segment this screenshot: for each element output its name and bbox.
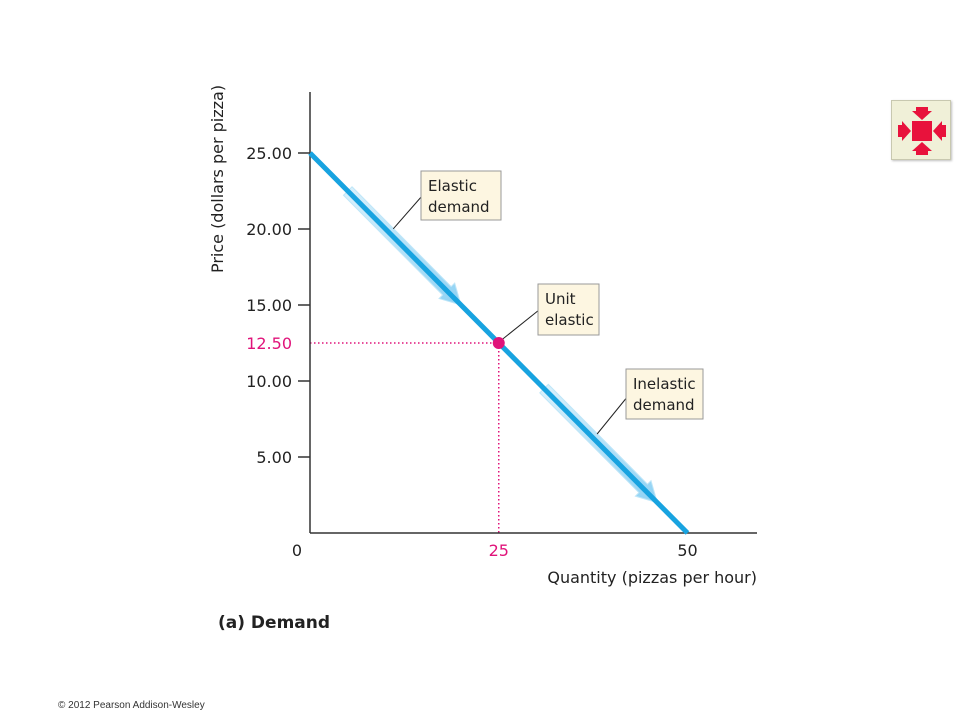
callout-text: demand — [428, 198, 490, 216]
x-tick-label: 50 — [677, 541, 697, 560]
x-tick-label: 25 — [489, 541, 509, 560]
icon-arrow — [898, 121, 911, 141]
callout-text: elastic — [545, 311, 594, 329]
icon-arrow-shape — [912, 107, 932, 120]
copyright-text: © 2012 Pearson Addison-Wesley — [58, 700, 205, 711]
panel-label: (a) Demand — [218, 613, 330, 633]
callout: Unit elastic — [502, 283, 600, 340]
navigation-button[interactable] — [891, 100, 951, 160]
x-axis-label: Quantity (pizzas per hour) — [547, 568, 757, 587]
callout-leader — [502, 309, 540, 340]
y-tick-label: 20.00 — [246, 220, 292, 239]
icon-center-square — [912, 121, 932, 141]
y-tick-label: 12.50 — [246, 334, 292, 353]
callout-box — [625, 368, 704, 420]
four-arrows-inward-icon — [898, 107, 946, 155]
icon-arrow-shape — [912, 142, 932, 155]
icon-arrow — [933, 121, 946, 141]
callout-text: Elastic — [428, 177, 477, 195]
callout-text: Unit — [545, 290, 576, 308]
y-tick-label: 15.00 — [246, 296, 292, 315]
callout-text: demand — [633, 396, 695, 414]
y-tick-label: 10.00 — [246, 372, 292, 391]
icon-arrow — [912, 142, 932, 155]
callout: Inelastic demand — [596, 368, 704, 435]
callout-box — [537, 283, 600, 336]
y-axis-label: Price (dollars per pizza) — [208, 85, 227, 273]
callout: Elastic demand — [392, 170, 502, 230]
callout-text: Inelastic — [633, 375, 696, 393]
icon-arrow-shape — [898, 121, 911, 141]
callout-box — [420, 170, 502, 221]
icon-arrow-shape — [933, 121, 946, 141]
callout-leader — [596, 395, 629, 435]
y-tick-label: 25.00 — [246, 144, 292, 163]
unit-elastic-point — [492, 337, 505, 349]
x-tick-label: 0 — [292, 541, 302, 560]
y-tick-label: 5.00 — [256, 448, 292, 467]
icon-arrow — [912, 107, 932, 120]
callout-leader — [392, 195, 423, 230]
